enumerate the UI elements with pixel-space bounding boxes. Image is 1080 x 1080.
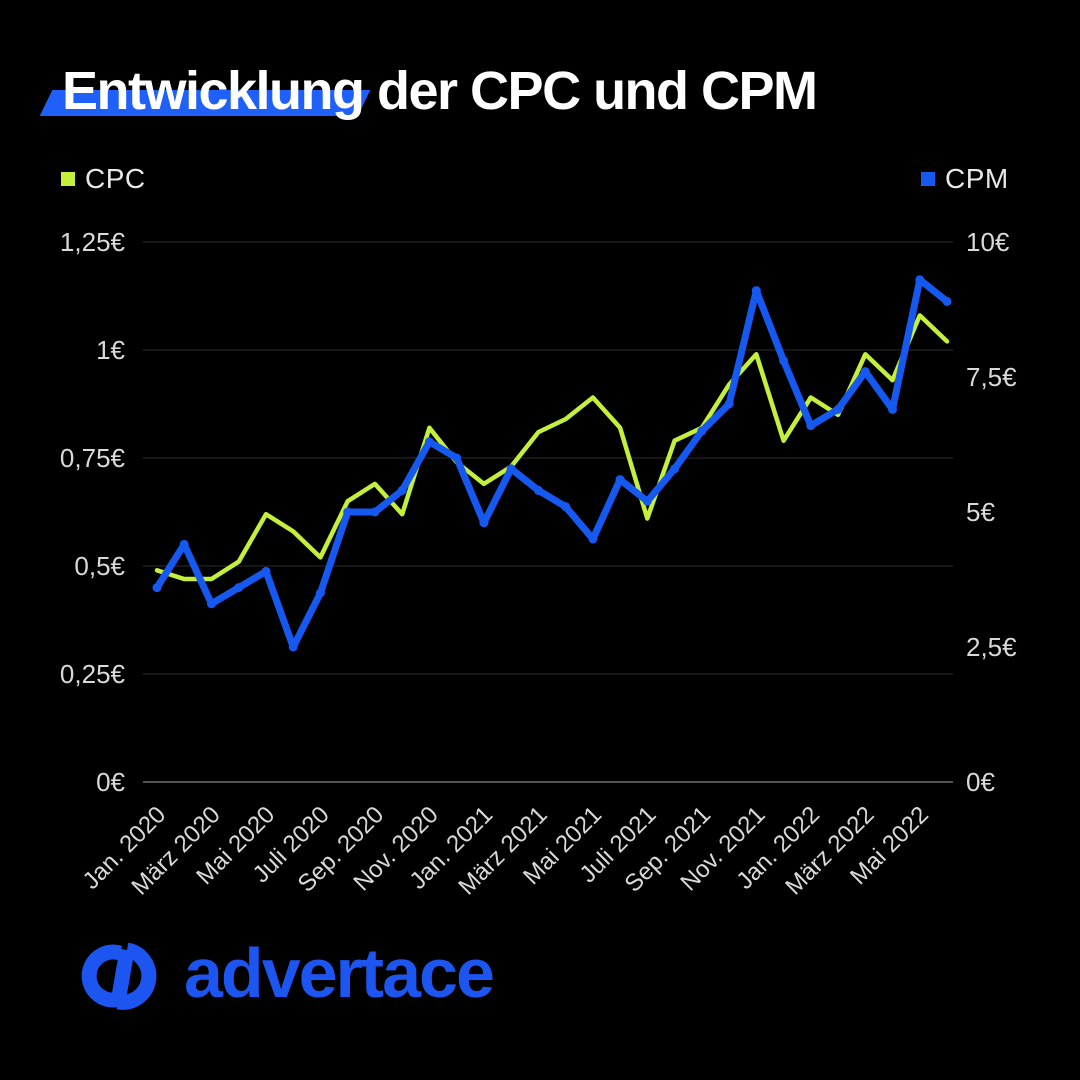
- cpm-point: [452, 453, 462, 463]
- y-axis-label-left: 1€: [96, 335, 125, 365]
- y-axis-label-left: 1,25€: [60, 227, 126, 257]
- cpm-point: [860, 367, 870, 377]
- gridlines: [143, 241, 953, 783]
- y-axis-label-left: 0€: [96, 767, 125, 797]
- y-axis-label-right: 0€: [966, 767, 995, 797]
- cpm-point: [533, 485, 543, 495]
- y-axis-label-left: 0,75€: [60, 443, 126, 473]
- cpm-point: [179, 539, 189, 549]
- cpm-point: [942, 296, 952, 306]
- advertace-logo-mark: [81, 942, 157, 1010]
- cpm-point: [288, 642, 298, 652]
- cpm-point: [615, 475, 625, 485]
- legend-cpc: CPC: [61, 163, 146, 195]
- y-axis-label-right: 2,5€: [966, 632, 1017, 662]
- cpm-legend-label: CPM: [945, 163, 1009, 194]
- cpm-point: [779, 356, 789, 366]
- cpm-line: [153, 276, 951, 651]
- cpm-point: [397, 485, 407, 495]
- cpm-point: [888, 404, 897, 414]
- cpm-point: [670, 464, 680, 474]
- cpm-point: [697, 426, 707, 436]
- legend-cpm: CPM: [921, 163, 1009, 195]
- cpm-point: [207, 599, 216, 609]
- page-title: Entwicklung der CPC und CPM: [62, 61, 818, 121]
- cpm-point: [588, 534, 598, 544]
- cpm-point: [343, 507, 353, 517]
- y-axis-label-right: 10€: [966, 227, 1010, 257]
- cpm-point: [234, 583, 244, 593]
- cpm-point: [261, 566, 271, 576]
- cpc-legend-label: CPC: [85, 163, 146, 194]
- y-axis-label-right: 5€: [966, 497, 995, 527]
- cpm-point: [506, 464, 516, 474]
- cpm-swatch: [921, 172, 935, 186]
- cpm-point: [915, 275, 925, 285]
- cpc-line: [154, 313, 950, 582]
- y-axis-label-left: 0,25€: [60, 659, 126, 689]
- y-axis-label-left: 0,5€: [74, 551, 125, 581]
- cpm-point: [152, 583, 162, 593]
- cpm-point: [479, 518, 489, 528]
- cpm-point: [806, 421, 816, 431]
- cpm-point: [751, 286, 761, 296]
- cpm-point: [561, 502, 571, 512]
- cpm-point: [724, 399, 734, 409]
- series-lines: [152, 275, 952, 652]
- y-axis-right-labels: 0€ 2,5€ 5€ 7,5€ 10€: [966, 227, 1017, 797]
- cpm-point: [315, 588, 325, 598]
- advertace-logo: advertace: [72, 934, 495, 1014]
- y-axis-left-labels: 0€ 0,25€ 0,5€ 0,75€ 1€ 1,25€: [60, 227, 126, 797]
- cpm-point: [370, 507, 380, 517]
- y-axis-label-right: 7,5€: [966, 362, 1017, 392]
- cpc-swatch: [61, 172, 75, 186]
- cpm-point: [424, 437, 434, 447]
- advertace-logo-text: advertace: [184, 934, 495, 1012]
- cpm-point: [833, 404, 843, 414]
- cpm-point: [642, 496, 652, 506]
